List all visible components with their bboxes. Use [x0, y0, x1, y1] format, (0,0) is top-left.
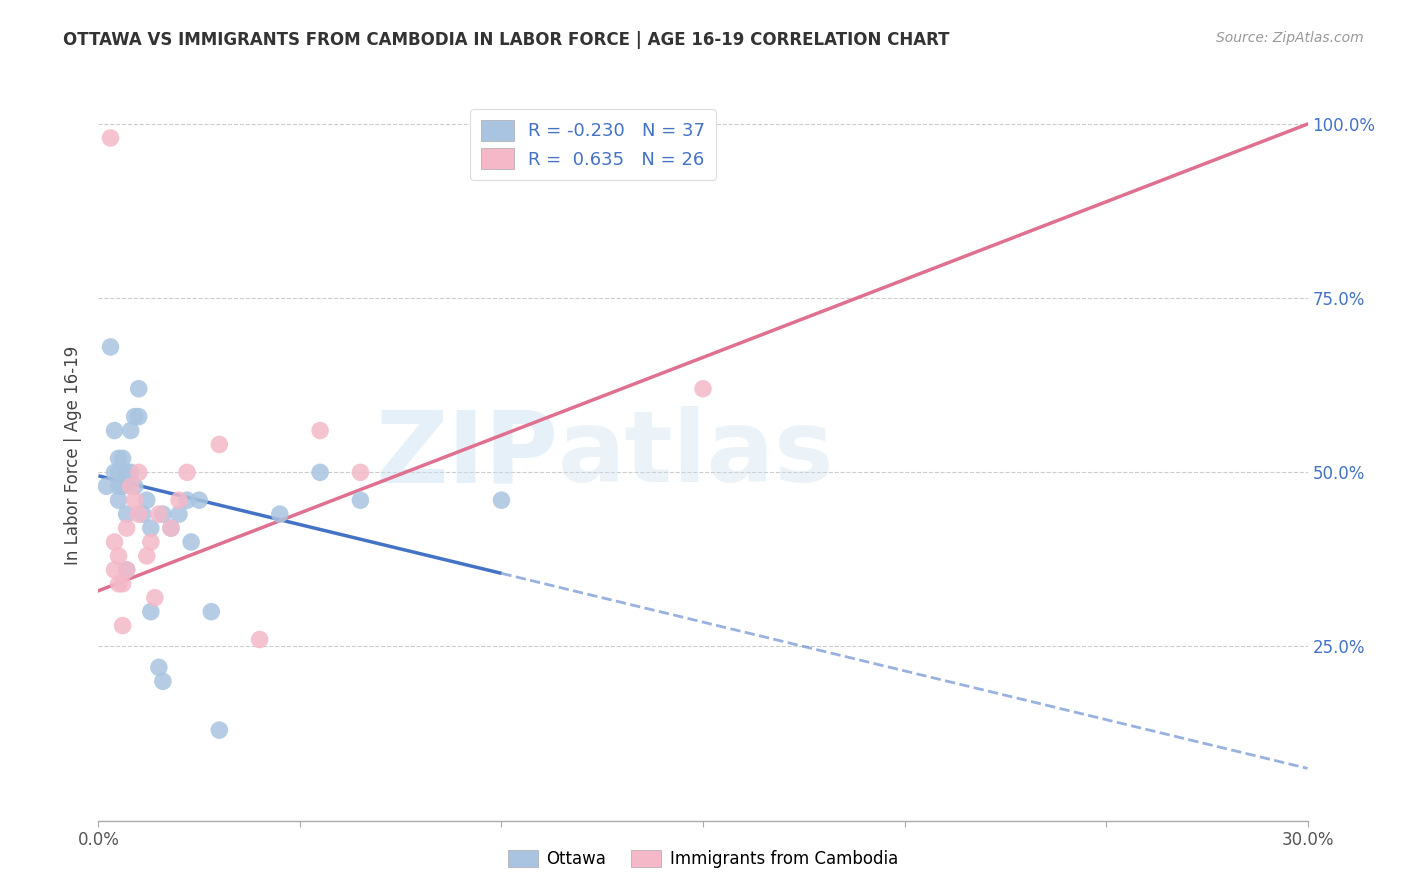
Point — [103, 563, 125, 577]
Point — [148, 507, 170, 521]
Point — [111, 451, 134, 466]
Point — [128, 409, 150, 424]
Point — [128, 382, 150, 396]
Point — [120, 424, 142, 438]
Point — [100, 131, 122, 145]
Point — [100, 340, 122, 354]
Point — [107, 549, 129, 563]
Point — [115, 563, 138, 577]
Legend: Ottawa, Immigrants from Cambodia: Ottawa, Immigrants from Cambodia — [502, 843, 904, 875]
Point — [491, 493, 513, 508]
Point — [120, 466, 142, 480]
Point — [124, 409, 146, 424]
Text: Source: ZipAtlas.com: Source: ZipAtlas.com — [1216, 31, 1364, 45]
Text: OTTAWA VS IMMIGRANTS FROM CAMBODIA IN LABOR FORCE | AGE 16-19 CORRELATION CHART: OTTAWA VS IMMIGRANTS FROM CAMBODIA IN LA… — [63, 31, 950, 49]
Point — [107, 479, 129, 493]
Point — [103, 424, 125, 438]
Point — [107, 466, 129, 480]
Point — [111, 576, 134, 591]
Point — [103, 466, 125, 480]
Point — [111, 479, 134, 493]
Point — [115, 466, 138, 480]
Point — [139, 535, 162, 549]
Point — [115, 563, 138, 577]
Point — [167, 493, 190, 508]
Point — [135, 549, 157, 563]
Point — [107, 576, 129, 591]
Point — [124, 493, 146, 508]
Y-axis label: In Labor Force | Age 16-19: In Labor Force | Age 16-19 — [65, 345, 83, 565]
Point — [491, 124, 513, 138]
Point — [152, 507, 174, 521]
Point — [103, 535, 125, 549]
Point — [120, 479, 142, 493]
Point — [160, 521, 183, 535]
Point — [208, 723, 231, 737]
Point — [692, 382, 714, 396]
Point — [111, 618, 134, 632]
Point — [124, 479, 146, 493]
Point — [128, 466, 150, 480]
Point — [180, 535, 202, 549]
Point — [96, 479, 118, 493]
Point — [128, 507, 150, 521]
Point — [349, 466, 371, 480]
Point — [167, 507, 190, 521]
Point — [309, 466, 332, 480]
Point — [107, 493, 129, 508]
Point — [269, 507, 291, 521]
Legend: R = -0.230   N = 37, R =  0.635   N = 26: R = -0.230 N = 37, R = 0.635 N = 26 — [470, 109, 716, 180]
Point — [176, 493, 198, 508]
Point — [152, 674, 174, 689]
Point — [115, 507, 138, 521]
Text: ZIP: ZIP — [375, 407, 558, 503]
Point — [249, 632, 271, 647]
Point — [115, 521, 138, 535]
Point — [309, 424, 332, 438]
Point — [176, 466, 198, 480]
Point — [139, 521, 162, 535]
Point — [107, 451, 129, 466]
Point — [208, 437, 231, 451]
Text: atlas: atlas — [558, 407, 835, 503]
Point — [160, 521, 183, 535]
Point — [148, 660, 170, 674]
Point — [188, 493, 211, 508]
Point — [143, 591, 166, 605]
Point — [349, 493, 371, 508]
Point — [135, 493, 157, 508]
Point — [139, 605, 162, 619]
Point — [132, 507, 155, 521]
Point — [200, 605, 222, 619]
